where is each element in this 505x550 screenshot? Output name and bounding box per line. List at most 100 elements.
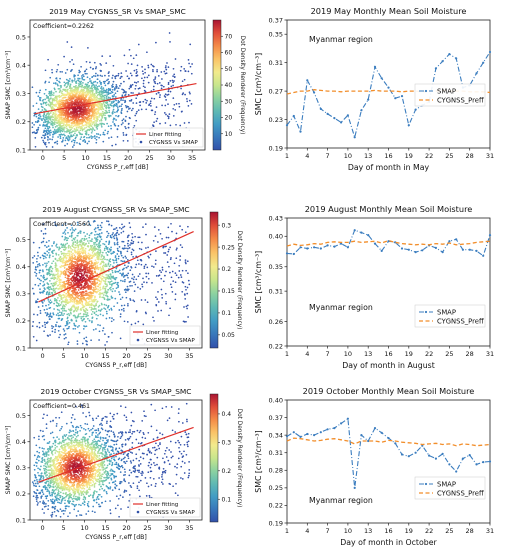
scatter-point bbox=[51, 124, 54, 127]
scatter-point bbox=[86, 270, 89, 272]
scatter-point bbox=[112, 259, 114, 261]
scatter-point bbox=[184, 285, 187, 288]
scatter-point bbox=[37, 108, 40, 110]
scatter-point bbox=[153, 97, 156, 100]
scatter-point bbox=[119, 85, 121, 87]
scatter-point bbox=[90, 306, 93, 309]
scatter-point bbox=[94, 115, 97, 117]
scatter-point bbox=[142, 100, 145, 103]
scatter-point bbox=[69, 311, 72, 314]
scatter-point bbox=[107, 243, 110, 246]
scatter-point bbox=[67, 134, 70, 137]
scatter-point bbox=[134, 322, 137, 325]
scatter-point bbox=[73, 103, 76, 106]
scatter-point bbox=[172, 81, 174, 84]
scatter-point bbox=[64, 144, 66, 147]
scatter-point bbox=[133, 290, 136, 292]
scatter-point bbox=[60, 133, 63, 136]
scatter-point bbox=[85, 88, 88, 90]
scatter-point bbox=[102, 140, 105, 143]
scatter-point bbox=[44, 323, 46, 326]
scatter-point bbox=[112, 235, 115, 238]
scatter-point bbox=[65, 100, 67, 102]
scatter-point bbox=[175, 103, 178, 105]
scatter-point bbox=[122, 139, 125, 142]
scatter-point bbox=[108, 137, 110, 139]
scatter-point bbox=[167, 81, 170, 84]
scatter-point bbox=[49, 129, 52, 132]
scatter-point bbox=[122, 99, 124, 102]
scatter-point bbox=[125, 115, 127, 118]
scatter-point bbox=[142, 277, 144, 280]
scatter-point bbox=[99, 250, 102, 252]
scatter-point bbox=[42, 274, 45, 277]
scatter-point bbox=[41, 305, 44, 307]
scatter-point bbox=[95, 133, 98, 135]
scatter-point bbox=[115, 102, 118, 105]
scatter-point bbox=[45, 264, 48, 267]
scatter-point bbox=[70, 87, 72, 90]
scatter-point bbox=[165, 65, 167, 67]
scatter-point bbox=[93, 307, 96, 310]
scatter-point bbox=[58, 309, 60, 312]
scatter-point bbox=[63, 330, 66, 332]
scatter-point bbox=[117, 101, 120, 104]
scatter-point bbox=[51, 330, 54, 333]
scatter-point bbox=[47, 120, 50, 122]
scatter-point bbox=[121, 240, 124, 243]
scatter-point bbox=[51, 327, 54, 330]
scatter-point bbox=[114, 77, 117, 80]
scatter-point bbox=[141, 70, 144, 73]
scatter-point bbox=[167, 117, 170, 120]
scatter-point bbox=[57, 136, 59, 138]
scatter-point bbox=[31, 86, 34, 89]
scatter-point bbox=[161, 237, 163, 240]
scatter-point bbox=[47, 139, 49, 141]
scatter-point bbox=[127, 272, 130, 275]
scatter-point bbox=[76, 108, 78, 111]
scatter-point bbox=[38, 113, 41, 116]
scatter-point bbox=[165, 270, 167, 273]
scatter-point bbox=[92, 287, 95, 289]
scatter-point bbox=[77, 74, 79, 77]
series-point bbox=[373, 65, 377, 68]
series-point bbox=[414, 108, 417, 111]
scatter-point bbox=[175, 123, 177, 126]
scatter-point bbox=[96, 265, 99, 267]
scatter-point bbox=[52, 126, 54, 129]
scatter-point bbox=[47, 245, 50, 247]
scatter-point bbox=[40, 136, 43, 139]
scatter-point bbox=[60, 116, 63, 118]
scatter-point bbox=[70, 128, 72, 131]
scatter-point bbox=[63, 96, 66, 99]
scatter-point bbox=[125, 296, 128, 299]
scatter-point bbox=[108, 80, 110, 83]
scatter-point bbox=[88, 117, 90, 120]
scatter-point bbox=[95, 243, 98, 246]
scatter-point bbox=[95, 303, 98, 305]
scatter-point bbox=[94, 285, 97, 288]
scatter-point bbox=[39, 312, 42, 314]
scatter-point bbox=[92, 81, 95, 83]
scatter-point bbox=[99, 97, 101, 100]
scatter-point bbox=[55, 243, 58, 246]
scatter-point bbox=[109, 249, 112, 252]
scatter-point bbox=[47, 260, 50, 263]
scatter-point bbox=[179, 255, 182, 257]
scatter-point bbox=[57, 312, 59, 315]
scatter-point bbox=[152, 239, 155, 242]
scatter-point bbox=[160, 271, 163, 274]
scatter-point bbox=[95, 138, 98, 141]
scatter-point bbox=[85, 258, 87, 261]
scatter-point bbox=[138, 263, 140, 265]
scatter-point bbox=[154, 78, 157, 80]
scatter-point bbox=[68, 123, 71, 126]
scatter-point bbox=[132, 107, 134, 110]
scatter-point bbox=[110, 283, 113, 286]
scatter-point bbox=[82, 328, 85, 330]
scatter-point bbox=[67, 128, 69, 131]
scatter-point bbox=[66, 127, 68, 130]
scatter-point bbox=[160, 71, 163, 73]
scatter-point bbox=[105, 304, 108, 307]
scatter-point bbox=[185, 305, 188, 308]
